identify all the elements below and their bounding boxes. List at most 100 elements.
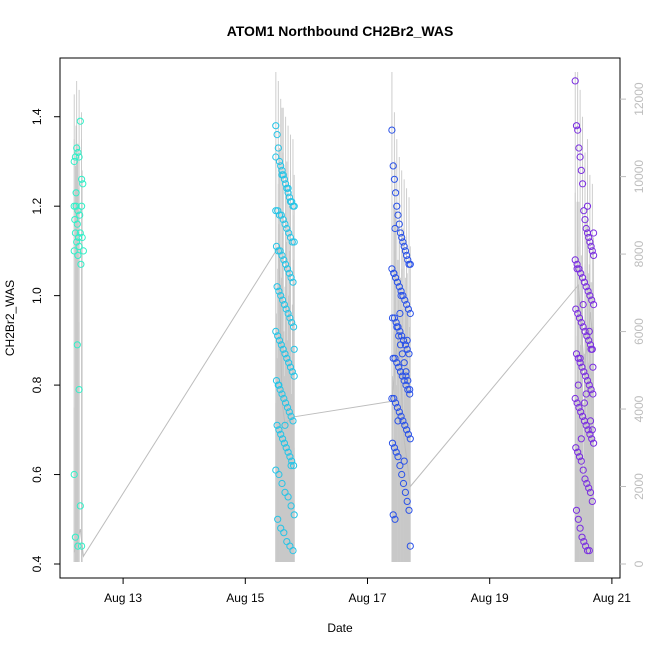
data-point: [287, 462, 295, 470]
data-point: [580, 399, 589, 407]
data-point: [577, 435, 585, 443]
data-point: [398, 233, 406, 242]
data-point: [280, 301, 288, 309]
data-point: [276, 386, 284, 394]
data-point: [283, 403, 292, 412]
data-point: [75, 242, 83, 250]
data-point: [74, 233, 83, 242]
data-point: [579, 274, 587, 282]
x-tick-label: Aug 15: [226, 591, 264, 605]
data-point: [580, 207, 588, 215]
data-point: [576, 359, 584, 367]
y-tick-label: 0.8: [30, 376, 44, 393]
data-point: [586, 341, 595, 349]
altitude-layer: [73, 72, 595, 562]
data-point: [72, 202, 80, 210]
data-point: [585, 484, 593, 492]
data-point: [403, 336, 411, 344]
y-axis-label: CH2Br2_WAS: [3, 280, 17, 356]
data-point: [577, 457, 585, 465]
data-point: [281, 350, 289, 358]
data-point: [572, 350, 581, 358]
data-point: [289, 417, 297, 425]
data-point: [284, 493, 292, 501]
chart-title: ATOM1 Northbound CH2Br2_WAS: [227, 23, 454, 39]
data-point: [573, 399, 581, 407]
data-point: [390, 444, 398, 452]
plot-frame: [59, 57, 621, 579]
data-point: [405, 506, 413, 514]
data-point: [571, 256, 579, 264]
data-point: [290, 202, 298, 210]
data-point: [288, 457, 296, 465]
data-point: [580, 368, 588, 376]
data-point: [577, 166, 585, 174]
y2-tick-label: 0: [632, 560, 646, 567]
data-point: [579, 323, 587, 331]
data-point: [391, 224, 399, 233]
data-point: [279, 435, 287, 443]
data-point: [277, 162, 285, 170]
data-point: [580, 278, 589, 286]
data-point: [79, 247, 88, 255]
data-point: [395, 283, 403, 291]
data-point: [70, 470, 78, 479]
data-point: [586, 238, 594, 246]
data-point: [590, 251, 598, 259]
data-point: [588, 426, 596, 434]
data-point: [406, 386, 414, 394]
data-point: [283, 354, 291, 362]
data-point: [279, 345, 287, 353]
data-point: [285, 229, 293, 237]
data-point: [286, 233, 295, 242]
data-point: [395, 363, 403, 371]
data-point: [282, 399, 290, 407]
data-point: [393, 323, 401, 331]
data-point: [585, 233, 593, 242]
data-point: [400, 242, 408, 250]
data-point: [284, 189, 292, 197]
y-tick-label: 0.4: [30, 555, 44, 572]
data-point: [275, 157, 284, 166]
data-point: [288, 368, 296, 376]
data-point: [575, 314, 584, 322]
data-point: [574, 448, 582, 456]
data-point: [274, 207, 282, 215]
data-point: [283, 224, 291, 233]
data-point: [272, 327, 280, 335]
x-axis-label: Date: [327, 621, 353, 635]
data-point: [287, 502, 295, 510]
data-point: [78, 175, 86, 183]
data-point: [575, 403, 583, 412]
data-point: [282, 260, 290, 268]
data-point: [76, 117, 84, 125]
data-point: [398, 350, 406, 358]
data-point: [289, 547, 297, 555]
data-point: [587, 386, 595, 394]
data-point: [393, 278, 401, 286]
data-point: [403, 345, 411, 353]
data-point: [277, 211, 285, 219]
data-point: [574, 309, 582, 318]
data-point: [394, 453, 402, 461]
data-point: [280, 439, 288, 447]
data-point: [398, 332, 406, 340]
data-point: [75, 153, 83, 161]
y2-tick-label: 6000: [632, 318, 646, 345]
data-point: [586, 292, 594, 300]
data-point: [396, 309, 404, 318]
data-point: [403, 497, 411, 505]
data-point: [76, 229, 84, 237]
data-point: [571, 77, 579, 85]
data-point: [582, 421, 590, 429]
data-point: [284, 184, 292, 192]
data-point: [583, 479, 591, 488]
data-point: [406, 309, 414, 318]
data-point: [390, 394, 398, 403]
altitude-track: [73, 244, 595, 558]
data-point: [392, 399, 400, 407]
data-point: [393, 202, 401, 210]
y-tick-label: 1.2: [30, 198, 44, 215]
data-point: [588, 296, 596, 304]
data-point: [290, 462, 298, 470]
